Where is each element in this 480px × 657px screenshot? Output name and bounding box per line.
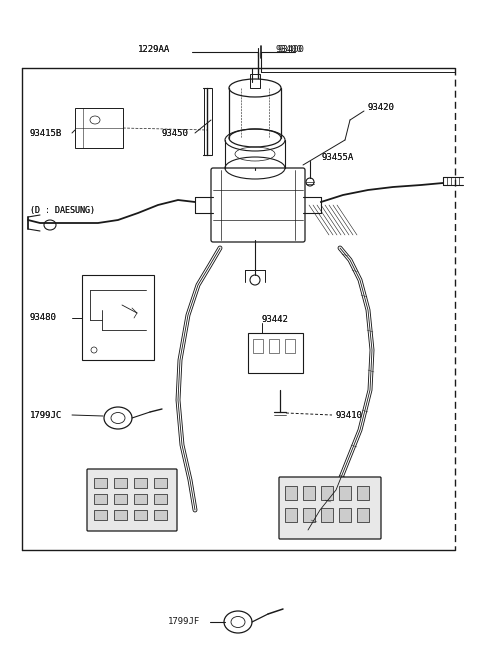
Text: 93450: 93450 <box>162 129 189 137</box>
Text: 1799JF: 1799JF <box>168 618 200 627</box>
Bar <box>154 494 167 504</box>
Bar <box>94 510 107 520</box>
Bar <box>114 494 127 504</box>
Text: 93400: 93400 <box>278 45 305 55</box>
Text: 1229AA: 1229AA <box>138 45 170 55</box>
Text: 93415B: 93415B <box>30 129 62 137</box>
Bar <box>285 339 295 353</box>
Bar <box>285 508 297 522</box>
Text: 93442: 93442 <box>262 315 289 325</box>
Text: (D : DAESUNG): (D : DAESUNG) <box>30 206 95 214</box>
Text: 1799JC: 1799JC <box>30 411 62 420</box>
Text: 93400: 93400 <box>275 45 302 55</box>
Text: (D : DAESUNG): (D : DAESUNG) <box>30 206 95 214</box>
Bar <box>134 478 147 488</box>
Bar <box>250 74 260 88</box>
Bar <box>339 508 351 522</box>
Bar <box>303 486 315 500</box>
Text: 93415B: 93415B <box>30 129 62 137</box>
Bar <box>285 486 297 500</box>
Bar <box>94 478 107 488</box>
Bar <box>357 508 369 522</box>
Text: 93420: 93420 <box>368 104 395 112</box>
Text: 1229AA: 1229AA <box>138 45 170 55</box>
Bar <box>253 339 263 353</box>
Text: 1799JC: 1799JC <box>30 411 62 420</box>
Text: 93420: 93420 <box>368 104 395 112</box>
Bar <box>339 486 351 500</box>
Bar <box>154 478 167 488</box>
Text: 93480: 93480 <box>30 313 57 323</box>
Bar <box>75 108 123 148</box>
Bar <box>154 510 167 520</box>
Text: 93455A: 93455A <box>322 154 354 162</box>
Bar <box>82 275 154 360</box>
Bar <box>269 339 279 353</box>
Bar <box>303 508 315 522</box>
Bar <box>248 333 303 373</box>
Bar <box>114 510 127 520</box>
Bar <box>321 508 333 522</box>
Text: 93455A: 93455A <box>322 154 354 162</box>
FancyBboxPatch shape <box>87 469 177 531</box>
Text: 93410: 93410 <box>335 411 362 420</box>
Bar <box>357 486 369 500</box>
Bar <box>134 494 147 504</box>
Bar <box>321 486 333 500</box>
Text: 93410: 93410 <box>335 411 362 420</box>
Bar <box>204 88 212 155</box>
Text: 93442: 93442 <box>262 315 289 325</box>
Text: 93450: 93450 <box>162 129 189 137</box>
Bar <box>94 494 107 504</box>
Bar <box>114 478 127 488</box>
Bar <box>134 510 147 520</box>
FancyBboxPatch shape <box>279 477 381 539</box>
Text: 93480: 93480 <box>30 313 57 323</box>
